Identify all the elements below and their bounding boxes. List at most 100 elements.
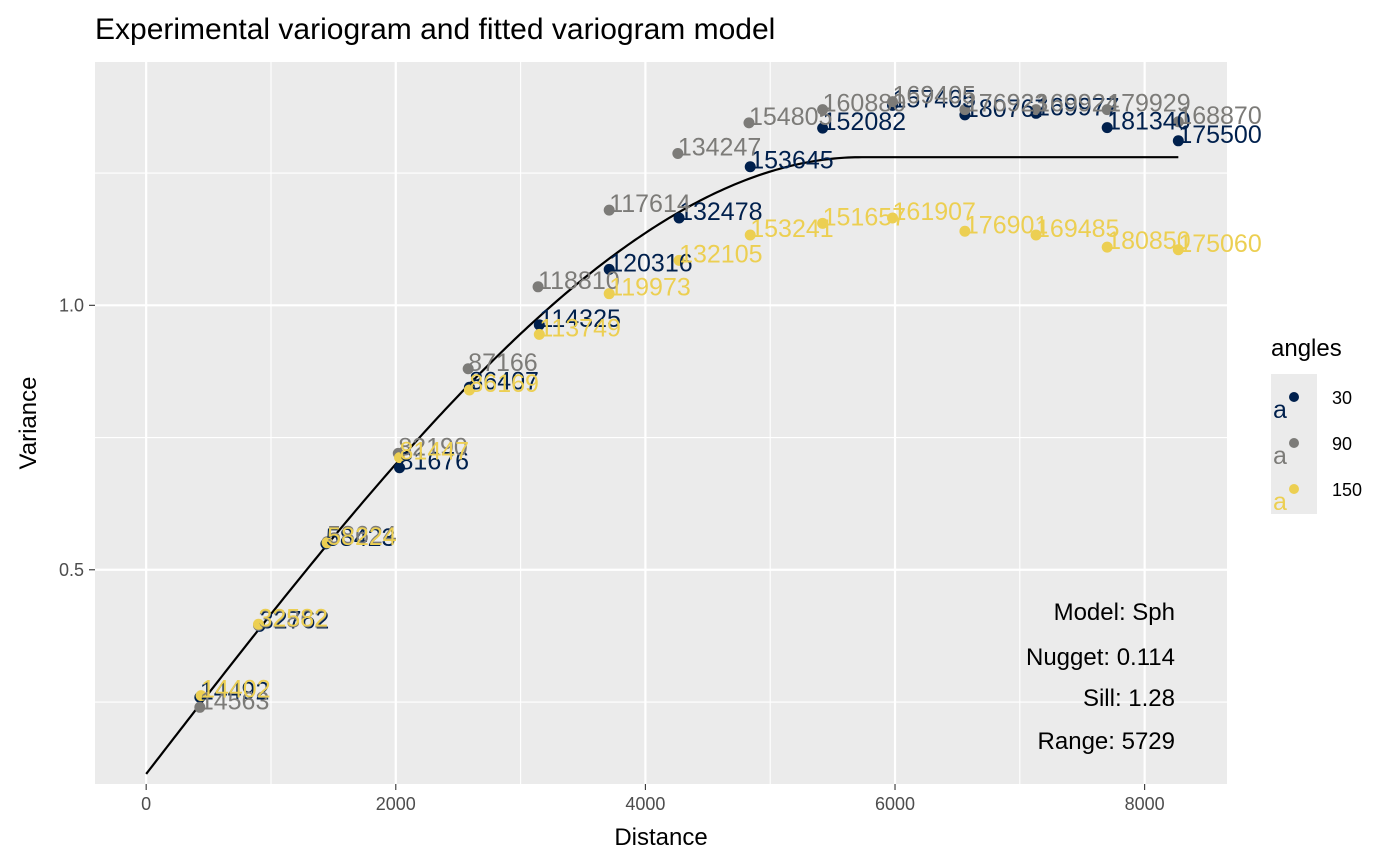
data-points [194, 96, 1184, 713]
fitted-model [145, 156, 1179, 775]
legend-key-glyph: a [1273, 488, 1287, 516]
point-label: 120316 [609, 249, 692, 277]
data-point [673, 254, 685, 266]
point-label: 82190 [398, 433, 468, 461]
x-tick-label: 4000 [625, 794, 665, 814]
x-axis: 0 2000 4000 6000 8000 [141, 784, 1165, 814]
point-label: 180850 [1107, 227, 1190, 255]
data-point [1030, 104, 1042, 116]
legend-key-point [1289, 392, 1299, 402]
x-tick-label: 0 [141, 794, 151, 814]
point-label: 181340 [1107, 108, 1190, 136]
legend-key-point [1289, 484, 1299, 494]
data-point [1101, 241, 1113, 253]
point-label: 153241 [750, 215, 833, 243]
point-label: 175060 [1178, 230, 1261, 258]
point-label: 154805 [749, 103, 832, 131]
data-point [959, 225, 971, 237]
point-label: 160880 [823, 90, 906, 118]
point-label: 86169 [469, 370, 539, 398]
point-label: 168870 [1178, 102, 1261, 130]
grid-lines [95, 62, 1227, 784]
point-label: 157465 [893, 85, 976, 113]
data-point [1101, 104, 1113, 116]
point-label: 176901 [965, 211, 1048, 239]
data-point [817, 104, 829, 116]
data-point [744, 161, 756, 173]
x-axis-title: Distance [614, 824, 707, 851]
point-label: 114325 [539, 305, 621, 333]
point-label: 32862 [258, 605, 328, 633]
model-annotation: Sill: 1.28 [1083, 685, 1175, 712]
y-axis: 0.5 1.0 [59, 295, 95, 580]
point-label: 119973 [609, 274, 691, 302]
data-point [1030, 229, 1042, 241]
data-point [672, 148, 684, 160]
point-label: 169977 [1036, 93, 1119, 121]
point-label: 58423 [326, 524, 396, 552]
data-point [1101, 122, 1113, 134]
point-label: 117614 [609, 190, 691, 218]
y-tick-label: 0.5 [59, 560, 84, 580]
chart-title: Experimental variogram and fitted variog… [95, 13, 775, 46]
data-point [817, 217, 829, 229]
legend-label: 150 [1332, 480, 1362, 500]
point-label: 132105 [679, 240, 762, 268]
point-label: 58624 [327, 522, 397, 550]
data-point [195, 690, 207, 702]
y-tick-label: 1.0 [59, 295, 84, 315]
x-tick-label: 8000 [1125, 794, 1165, 814]
data-point [532, 281, 544, 293]
point-label: 14563 [200, 687, 270, 715]
data-point [321, 537, 333, 549]
point-label: 175500 [1178, 121, 1261, 149]
point-label: 176923 [965, 90, 1048, 118]
point-label: 81676 [400, 448, 470, 476]
data-point [603, 263, 615, 275]
point-label: 180767 [965, 95, 1048, 123]
data-point [1172, 244, 1184, 256]
legend: angles a 30 a 90 a 150 [1271, 335, 1362, 516]
x-tick-label: 6000 [875, 794, 915, 814]
data-point [194, 701, 206, 713]
data-point [252, 618, 264, 630]
model-annotation: Nugget: 0.114 [1026, 644, 1175, 671]
point-label: 169405 [893, 82, 976, 110]
model-annotation: Range: 5729 [1038, 728, 1175, 755]
y-axis-title: Variance [15, 377, 42, 470]
point-label: 151657 [823, 203, 906, 231]
data-point [463, 384, 475, 396]
point-label: 14402 [201, 676, 271, 704]
point-label: 153645 [750, 147, 833, 175]
legend-title: angles [1271, 335, 1342, 362]
point-label: 169485 [1036, 215, 1119, 243]
point-label: 179929 [1107, 90, 1190, 118]
legend-key-glyph: a [1273, 442, 1287, 470]
point-label: 113749 [539, 314, 621, 342]
data-point [744, 229, 756, 241]
data-point [817, 122, 829, 134]
data-point [673, 212, 685, 224]
point-label: 86407 [469, 367, 539, 395]
point-label: 87166 [468, 349, 538, 377]
point-label: 169924 [1036, 90, 1120, 118]
x-tick-label: 2000 [376, 794, 416, 814]
model-curve [145, 156, 1179, 775]
data-point [887, 96, 899, 108]
data-point [394, 452, 406, 464]
point-label: 134247 [678, 134, 761, 162]
point-label: 152082 [823, 108, 906, 136]
point-label: 14492 [200, 677, 270, 705]
data-point [959, 104, 971, 116]
data-point [394, 462, 406, 474]
point-labels: 1449232762584238167686407114325120316132… [200, 82, 1262, 716]
data-point [603, 288, 615, 300]
legend-label: 30 [1332, 388, 1352, 408]
data-point [1172, 135, 1184, 147]
model-annotation: Model: Sph [1054, 599, 1175, 626]
point-label: 118810 [538, 267, 620, 295]
plot-panel [95, 62, 1227, 784]
legend-label: 90 [1332, 434, 1352, 454]
point-label: 132478 [679, 198, 762, 226]
